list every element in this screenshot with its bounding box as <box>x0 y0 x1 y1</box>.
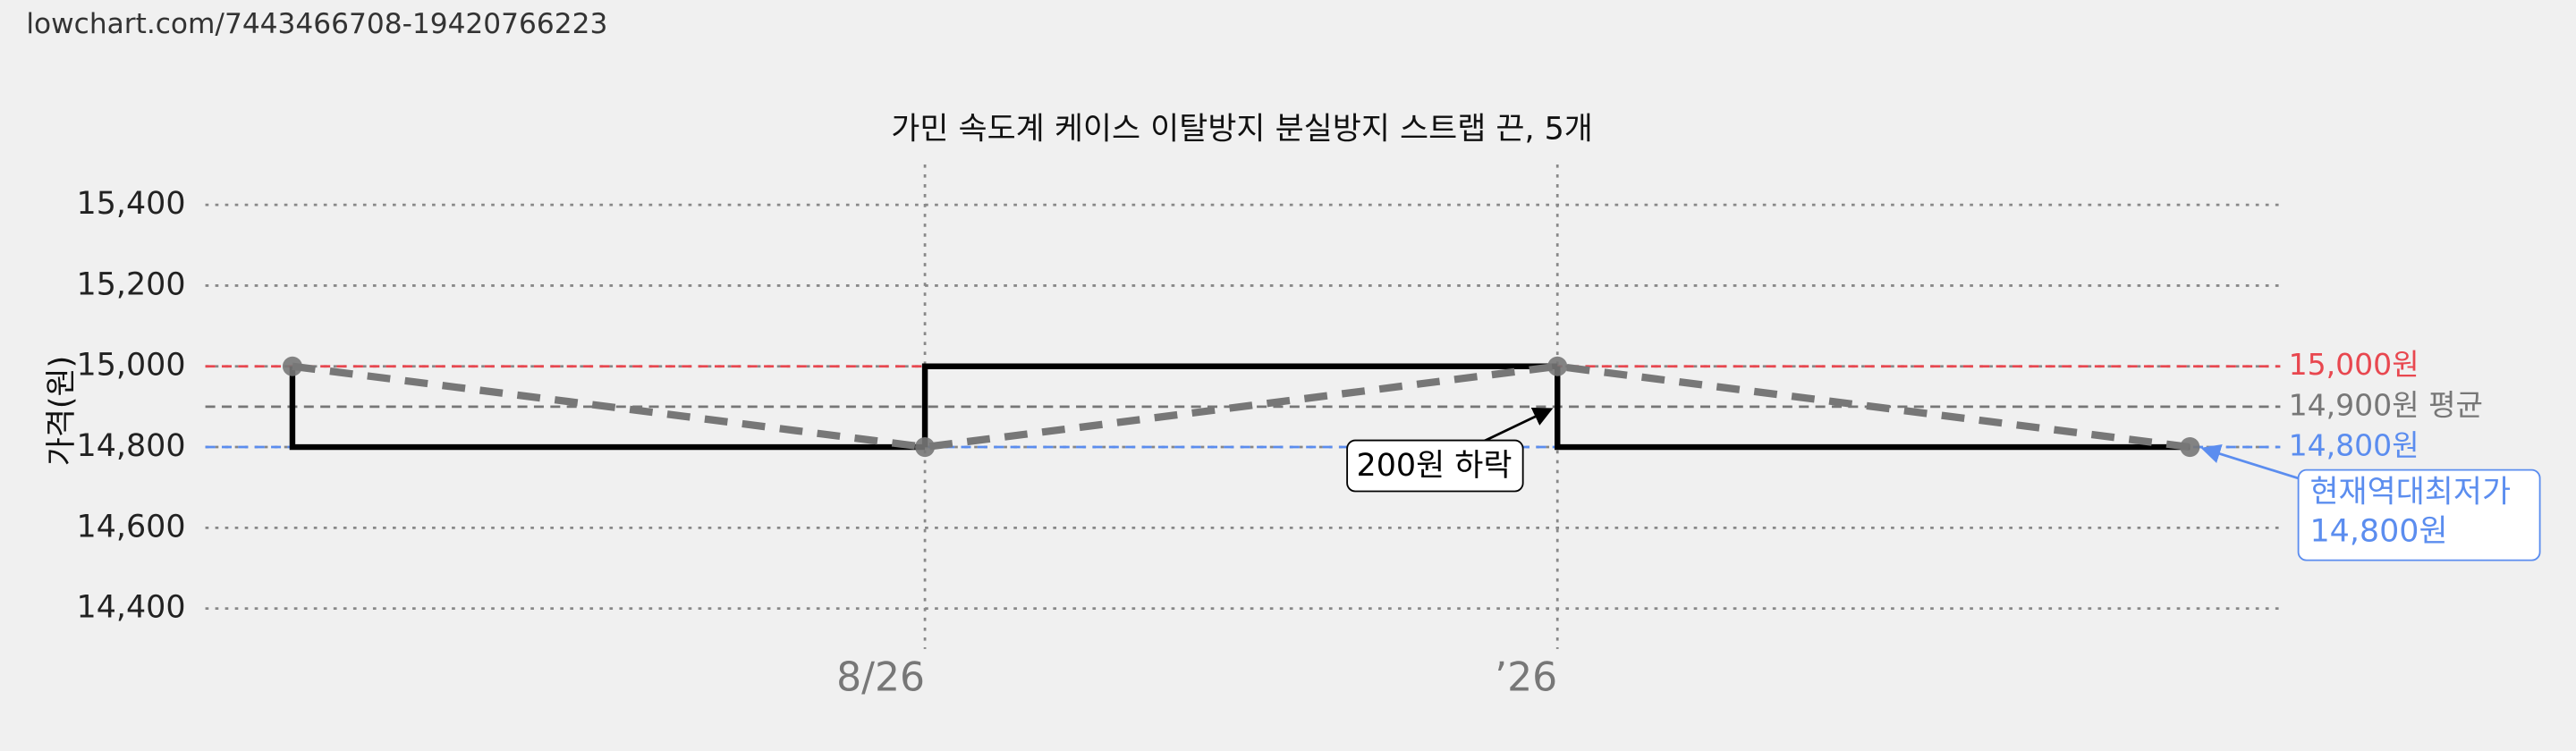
trend-line <box>292 362 2190 451</box>
step-segment <box>1555 366 2190 451</box>
reference-label: 14,900원 평균 <box>2289 387 2483 422</box>
x-tick-label: ’26 <box>1495 655 1557 701</box>
data-point <box>282 356 302 376</box>
y-tick-label: 15,400 <box>77 186 186 222</box>
reference-label: 14,800원 <box>2289 428 2419 463</box>
chart-title: 가민 속도계 케이스 이탈방지 분실방지 스트랩 끈, 5개 <box>891 111 1593 147</box>
annotation-arrow <box>1478 408 1554 445</box>
annotation-text: 14,800원 <box>2309 513 2447 549</box>
step-segment <box>921 363 1558 448</box>
y-axis-label: 가격(원) <box>44 356 80 466</box>
x-tick-label: 8/26 <box>836 655 925 701</box>
annotation-box <box>1346 439 1524 493</box>
annotation-text: 현재역대최저가 <box>2309 474 2511 510</box>
step-segment <box>289 366 926 451</box>
y-tick-label: 14,400 <box>77 590 186 626</box>
y-tick-label: 15,200 <box>77 266 186 302</box>
url: lowchart.com/7443466708-19420766223 <box>26 8 607 40</box>
data-point <box>1547 356 1568 376</box>
reference-label: 15,000원 <box>2289 347 2419 382</box>
annotation-arrow <box>2200 443 2304 481</box>
data-point <box>2180 437 2200 458</box>
annotation-text: 200원 하락 <box>1357 448 1513 484</box>
y-tick-label: 15,000 <box>77 348 186 384</box>
y-tick-label: 14,800 <box>77 428 186 464</box>
annotation-box <box>2297 468 2541 561</box>
y-tick-label: 14,600 <box>77 509 186 544</box>
data-point <box>915 437 936 458</box>
